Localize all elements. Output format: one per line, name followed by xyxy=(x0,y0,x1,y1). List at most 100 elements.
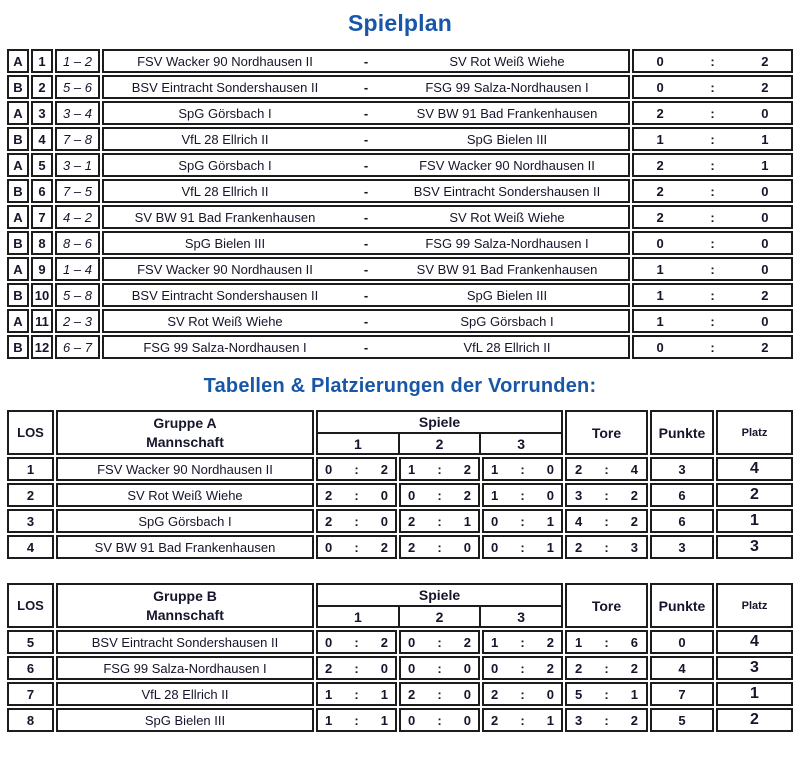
game-2-result: 0 : 2 xyxy=(399,630,480,654)
platz-value: 4 xyxy=(716,630,793,654)
away-team: SV Rot Weiß Wiehe xyxy=(449,209,565,225)
game-1-result: 2 : 0 xyxy=(316,483,397,507)
score-colon: : xyxy=(710,105,715,121)
match-row: B 6 7 – 5 VfL 28 Ellrich II - BSV Eintra… xyxy=(7,179,793,203)
game-3-result: 1 : 0 xyxy=(482,483,563,507)
pairing: 5 – 8 xyxy=(55,283,100,307)
match-score-cell: 2 : 1 xyxy=(632,153,793,177)
tore-result: 2 : 2 xyxy=(565,656,648,680)
punkte-value: 7 xyxy=(650,682,714,706)
group-a-header: LOS Gruppe A Mannschaft Spiele 1 2 3 Tor… xyxy=(7,410,793,455)
score-colon: : xyxy=(354,487,359,503)
score-colon: : xyxy=(520,660,525,676)
team-name: FSG 99 Salza-Nordhausen I xyxy=(56,656,314,680)
punkte-value: 3 xyxy=(650,535,714,559)
match-number: 6 xyxy=(31,179,53,203)
game-1-header: 1 xyxy=(353,435,362,452)
group-letter: A xyxy=(7,153,29,177)
match-teams-cell: VfL 28 Ellrich II - BSV Eintracht Sonder… xyxy=(102,179,630,203)
game-1-result: 2 : 0 xyxy=(316,656,397,680)
game-2-home-score: 0 xyxy=(408,660,416,676)
score-colon: : xyxy=(354,461,359,477)
away-team: SV Rot Weiß Wiehe xyxy=(449,53,565,69)
group-letter: B xyxy=(7,127,29,151)
score-colon: : xyxy=(710,261,715,277)
team-name: SV Rot Weiß Wiehe xyxy=(56,483,314,507)
spielplan-table: A 1 1 – 2 FSV Wacker 90 Nordhausen II - … xyxy=(7,49,793,359)
punkte-value: 5 xyxy=(650,708,714,732)
team-separator-dash: - xyxy=(363,313,369,329)
game-2-home-score: 0 xyxy=(408,712,416,728)
game-1-home-score: 2 xyxy=(325,513,333,529)
tore-against: 2 xyxy=(630,513,638,529)
away-team: SpG Bielen III xyxy=(466,131,548,147)
match-teams-cell: FSV Wacker 90 Nordhausen II - SV Rot Wei… xyxy=(102,49,630,73)
game-3-result: 0 : 1 xyxy=(482,535,563,559)
home-team: BSV Eintracht Sondershausen II xyxy=(131,287,319,303)
home-score: 2 xyxy=(656,209,664,225)
tore-against: 4 xyxy=(630,461,638,477)
score-colon: : xyxy=(437,513,442,529)
away-team: FSG 99 Salza-Nordhausen I xyxy=(425,235,589,251)
game-1-away-score: 2 xyxy=(380,539,388,555)
score-colon: : xyxy=(710,79,715,95)
group-letter: B xyxy=(7,75,29,99)
platz-value: 3 xyxy=(716,656,793,680)
match-teams-cell: SpG Bielen III - FSG 99 Salza-Nordhausen… xyxy=(102,231,630,255)
game-3-home-score: 1 xyxy=(491,634,499,650)
game-3-header: 3 xyxy=(479,607,561,626)
tore-result: 1 : 6 xyxy=(565,630,648,654)
away-team: SV BW 91 Bad Frankenhausen xyxy=(416,261,598,277)
team-separator-dash: - xyxy=(363,53,369,69)
home-score: 1 xyxy=(656,313,664,329)
group-letter: B xyxy=(7,179,29,203)
pairing: 7 – 8 xyxy=(55,127,100,151)
tore-for: 3 xyxy=(575,487,583,503)
platz-header: Platz xyxy=(716,410,793,455)
game-1-result: 0 : 2 xyxy=(316,535,397,559)
score-colon: : xyxy=(354,712,359,728)
game-3-away-score: 1 xyxy=(546,539,554,555)
away-score: 0 xyxy=(761,209,769,225)
team-name: VfL 28 Ellrich II xyxy=(56,682,314,706)
away-score: 0 xyxy=(761,313,769,329)
los-number: 3 xyxy=(7,509,54,533)
away-score: 2 xyxy=(761,287,769,303)
game-1-home-score: 2 xyxy=(325,660,333,676)
los-number: 4 xyxy=(7,535,54,559)
score-colon: : xyxy=(437,686,442,702)
group-letter: B xyxy=(7,231,29,255)
standings-row: 7 VfL 28 Ellrich II 1 : 1 2 : 0 2 : 0 5 … xyxy=(7,682,793,706)
game-1-result: 1 : 1 xyxy=(316,708,397,732)
game-1-home-score: 0 xyxy=(325,634,333,650)
standings-row: 6 FSG 99 Salza-Nordhausen I 2 : 0 0 : 0 … xyxy=(7,656,793,680)
score-colon: : xyxy=(437,487,442,503)
mannschaft-label: Mannschaft xyxy=(146,433,224,450)
game-1-away-score: 0 xyxy=(380,487,388,503)
game-3-result: 1 : 0 xyxy=(482,457,563,481)
score-colon: : xyxy=(437,634,442,650)
los-number: 6 xyxy=(7,656,54,680)
game-3-away-score: 2 xyxy=(546,634,554,650)
game-3-result: 2 : 1 xyxy=(482,708,563,732)
spiele-header: Spiele 1 2 3 xyxy=(316,410,563,455)
game-3-away-score: 1 xyxy=(546,513,554,529)
tore-against: 6 xyxy=(630,634,638,650)
game-1-home-score: 0 xyxy=(325,539,333,555)
home-team: VfL 28 Ellrich II xyxy=(181,183,269,199)
score-colon: : xyxy=(710,53,715,69)
tore-header: Tore xyxy=(565,583,648,628)
away-score: 2 xyxy=(761,79,769,95)
standings-row: 8 SpG Bielen III 1 : 1 0 : 0 2 : 1 3 : 2… xyxy=(7,708,793,732)
score-colon: : xyxy=(520,513,525,529)
match-teams-cell: SV BW 91 Bad Frankenhausen - SV Rot Weiß… xyxy=(102,205,630,229)
punkte-header: Punkte xyxy=(650,583,714,628)
pairing: 1 – 2 xyxy=(55,49,100,73)
los-header: LOS xyxy=(7,583,54,628)
game-2-away-score: 0 xyxy=(463,712,471,728)
game-2-away-score: 2 xyxy=(463,487,471,503)
game-2-result: 2 : 0 xyxy=(399,682,480,706)
score-colon: : xyxy=(520,686,525,702)
group-letter: A xyxy=(7,257,29,281)
score-colon: : xyxy=(710,339,715,355)
